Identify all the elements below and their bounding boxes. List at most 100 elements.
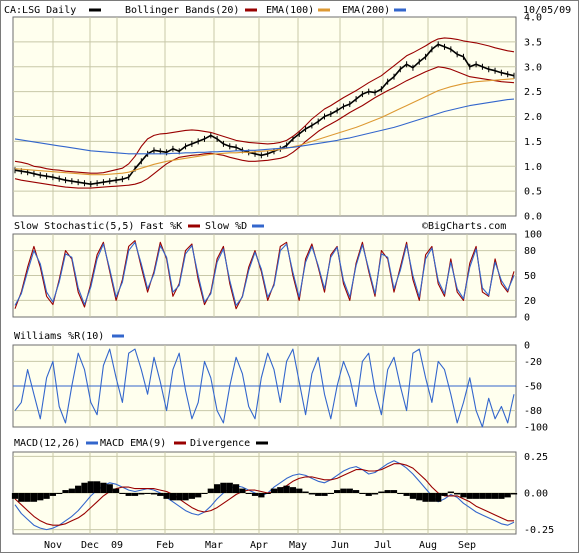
stochastic-y-ticks: 0 20 50 80 100 [524,230,542,324]
x-axis-labels: Nov Dec 09 Feb Mar Apr May Jun Jul Aug Sep [44,540,476,551]
macd-ema-9-series [14,463,514,526]
divergence-bar [144,493,151,494]
divergence-bar [138,493,145,495]
x-tick-label: Aug [419,540,437,551]
divergence-bar [447,491,454,493]
williams-y-ticks: 0 -20 -50 -80 -100 [524,341,548,434]
divergence-bar [239,488,246,493]
y-tick-label: -20 [524,357,542,368]
divergence-bar [264,493,271,494]
slow-d-label: Slow %D [205,221,247,232]
y-tick-label: 80 [524,246,536,257]
divergence-bar [112,488,120,493]
divergence-bar [302,491,309,493]
divergence-bar [125,493,132,496]
divergence-bar [37,493,44,501]
divergence-bar [56,493,63,494]
williams-panel: 0 -20 -50 -80 -100 Williams %R(10) [12,331,548,434]
divergence-bar [258,493,265,498]
ema200-label: EMA(200) [342,5,390,16]
divergence-bar [289,487,297,493]
ema-100-series [14,78,515,176]
y-tick-label: 0.5 [524,187,542,198]
divergence-bar [327,493,334,494]
divergence-bar [321,493,328,496]
divergence-bar [352,490,360,493]
divergence-bar [30,493,38,502]
divergence-bar [100,482,107,493]
y-tick-label: 1.5 [524,137,542,148]
divergence-bar [277,487,284,493]
divergence-bar [18,493,25,502]
divergence-bar [43,493,50,499]
divergence-bar [340,488,347,493]
fast-k-label: Fast %K [140,221,182,232]
y-tick-label: 0.00 [524,489,548,500]
divergence-bar [11,493,19,499]
divergence-bar [435,493,442,502]
y-tick-label: -80 [524,406,542,417]
divergence-bar [119,493,126,494]
stochastic-label: Slow Stochastic(5,5) [14,221,134,232]
y-tick-label: 0 [524,313,530,324]
x-tick-label: Jun [331,540,349,551]
divergence-bar [163,493,170,499]
divergence-bar [207,488,214,493]
x-tick-label: Apr [250,540,268,551]
x-tick-label: Feb [156,540,174,551]
divergence-bar [176,493,183,501]
divergence-bar [390,490,398,493]
x-tick-label: Nov [44,540,62,551]
y-tick-label: 2.0 [524,112,542,123]
divergence-bar [454,493,461,495]
divergence-bar [75,485,82,493]
y-tick-label: 50 [524,271,536,282]
chart-date: 10/05/09 [523,5,571,16]
divergence-bar [251,493,259,496]
y-tick-label: -0.25 [524,525,554,536]
divergence-bar [409,493,417,499]
divergence-bar [214,484,221,493]
divergence-bar [106,484,113,493]
divergence-bar [93,481,101,493]
divergence-bar [346,488,353,493]
divergence-bar [68,488,75,493]
y-tick-label: 2.5 [524,87,542,98]
stochastic-gridlines [13,234,516,317]
y-tick-label: 0.0 [524,212,542,223]
y-tick-label: 3.5 [524,37,542,48]
bollinger-bands-20-lower-series [14,66,515,189]
divergence-bar [510,493,518,495]
divergence-bar [220,482,227,493]
divergence-bar [422,493,429,502]
y-tick-label: -100 [524,423,548,434]
divergence-bar [201,493,208,494]
divergence-bar [157,493,164,496]
price-y-ticks: 0.0 0.5 1.0 1.5 2.0 2.5 3.0 3.5 4.0 [524,13,542,223]
x-tick-label: Dec [81,540,99,551]
divergence-bar [315,493,322,496]
x-tick-label: 09 [111,540,123,551]
divergence-bar [131,493,139,496]
y-tick-label: 100 [524,230,542,241]
divergence-bar [49,493,57,496]
divergence-bar [195,493,202,498]
divergence-bar [359,493,366,494]
symbol-label: CA:LSG Daily [4,5,76,16]
divergence-bar [384,490,391,493]
y-tick-label: 20 [524,296,536,307]
divergence-bar [504,493,511,498]
divergence-bar [226,482,233,493]
divergence-bar [460,493,467,498]
divergence-bar [371,493,379,495]
x-tick-label: Mar [205,540,223,551]
divergence-bar [397,493,404,494]
divergence-bar [283,485,290,493]
divergence-bar [416,493,423,501]
divergence-bar [365,493,372,496]
divergence-label: Divergence [190,438,250,449]
williams-r-10-series [14,348,515,428]
x-tick-label: May [289,540,307,551]
